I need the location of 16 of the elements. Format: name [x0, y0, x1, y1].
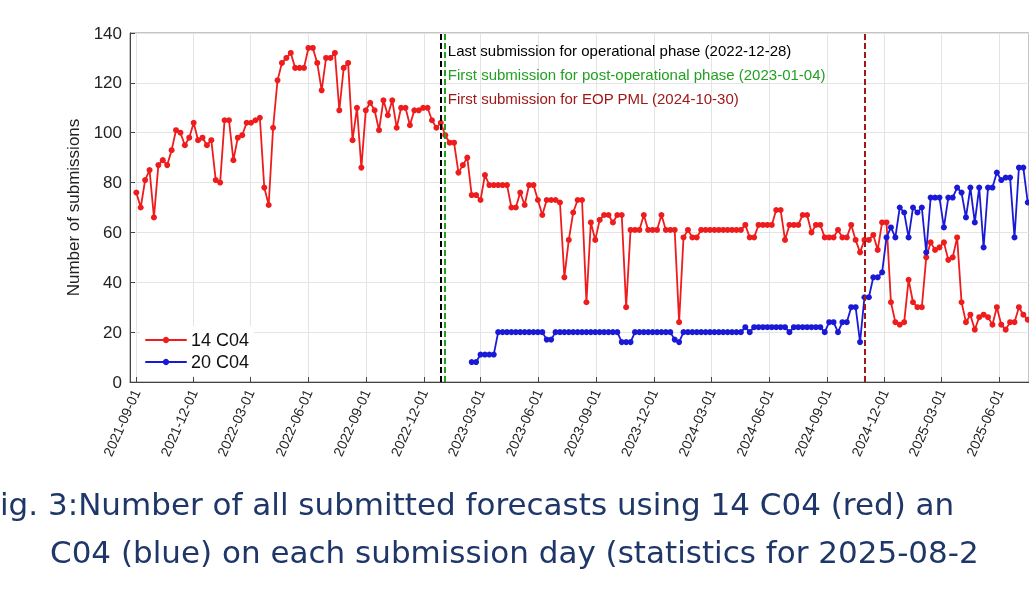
- y-tick-label: 60: [103, 222, 122, 242]
- y-tick-label: 0: [112, 372, 122, 392]
- ref-line-label: Last submission for operational phase (2022-12-28): [447, 42, 792, 59]
- y-tick-label: 100: [93, 123, 122, 143]
- y-axis-title: Number of submissions: [64, 118, 83, 297]
- y-tick-label: 80: [103, 173, 122, 193]
- text: ig. 3:Number of all submitted forecasts using 14 C04 (red) an: [0, 485, 955, 522]
- legend-label: 14 C04: [191, 330, 250, 350]
- text: C04 (blue) on each submission day (statistics for 2025-08-2: [50, 533, 979, 570]
- ref-line-label: First submission for EOP PML (2024-10-30): [447, 90, 739, 107]
- y-tick-label: 20: [103, 322, 122, 342]
- y-tick-label: 120: [93, 73, 122, 93]
- y-tick-label: 40: [103, 272, 122, 292]
- legend-label: 20 C04: [191, 352, 250, 372]
- y-tick-label: 140: [93, 23, 122, 43]
- ref-line-label: First submission for post-operational phase (2023-01-04): [447, 66, 826, 83]
